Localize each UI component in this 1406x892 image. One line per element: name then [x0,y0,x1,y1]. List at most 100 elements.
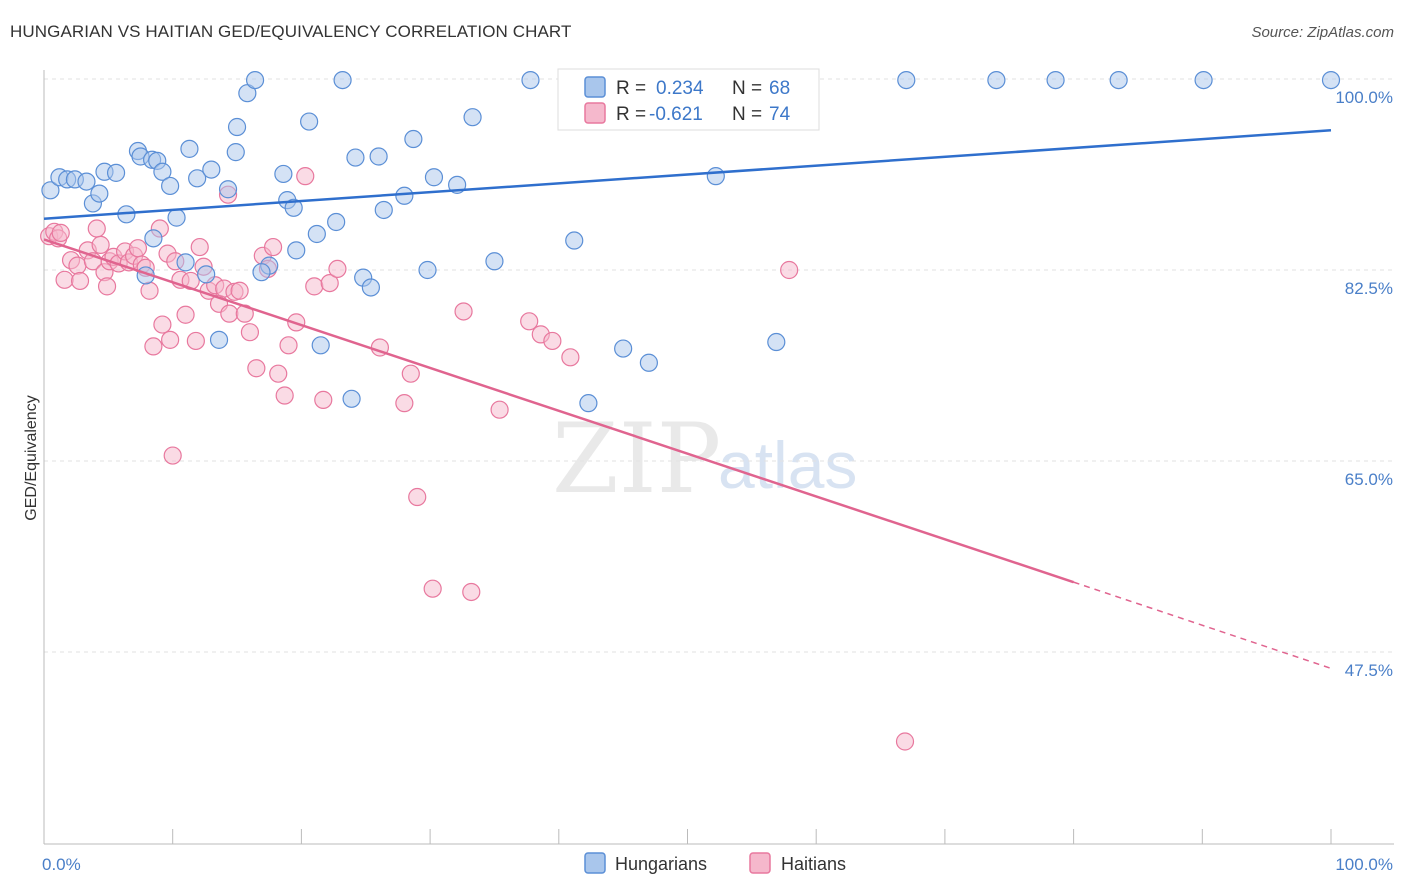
y-tick-label: 100.0% [1335,88,1393,107]
haitians-point [520,312,539,331]
legend-n-label-hungarians: N = [732,78,762,99]
haitians-point [401,364,420,383]
hungarians-point [188,169,207,188]
hungarians-point [395,186,414,205]
x-axis-ticks [43,829,1332,844]
hungarians-point [153,162,172,181]
hungarians-point [180,139,199,158]
hungarians-point [245,70,265,90]
hungarians-point [106,163,126,182]
haitians-point [490,400,509,419]
hungarians-point [1194,70,1213,90]
hungarians-point [252,263,271,282]
haitians-point [220,304,239,323]
haitians-point [161,330,180,349]
hungarians-point [144,229,163,248]
legend-n-label-haitians: N = [732,104,762,125]
hungarians-point [342,389,361,408]
hungarians-point [226,143,245,162]
haitians-point [144,337,163,356]
haitians-point [163,446,182,465]
legend-r-value-haitians: -0.621 [649,104,703,125]
source-credit: Source: ZipAtlas.com [1251,24,1394,41]
y-tick-label: 82.5% [1345,279,1393,298]
legend-r-label-haitians: R = [616,104,646,125]
bottom-legend-hungarians: Hungarians [615,854,707,874]
legend-swatch-hungarians [584,76,606,98]
y-axis-label: GED/Equivalency [23,395,40,520]
legend-n-value-haitians: 74 [769,104,791,125]
hungarians-point [167,208,186,227]
haitians-points [40,167,915,751]
haitians-point [269,364,288,383]
haitians-point [328,259,347,279]
hungarians-point [639,353,658,372]
haitians-point [176,305,195,324]
haitians-trend-line [43,238,1074,584]
haitians-point [186,331,205,351]
hungarians-point [361,278,380,297]
y-tick-label: 65.0% [1345,470,1393,489]
haitians-point [561,348,580,367]
haitians-point [190,237,209,257]
hungarians-point [897,70,916,90]
haitians-point [140,281,159,300]
axes [43,70,1394,845]
haitians-point [128,239,148,258]
hungarians-point [987,70,1006,90]
legend-r-label-hungarians: R = [616,78,646,99]
hungarians-point [1109,70,1128,90]
haitians-point [68,256,87,275]
trend-lines [43,129,1332,670]
hungarians-point [41,181,60,200]
haitians-point [395,394,414,413]
haitians-point [279,336,298,355]
x-tick-label: 100.0% [1335,855,1393,874]
y-tick-label: 47.5% [1345,661,1393,680]
haitians-point [895,732,915,751]
haitians-point [423,579,442,598]
hungarians-point [197,265,216,284]
hungarians-point [311,336,330,355]
hungarians-point [161,176,180,196]
hungarians-point [227,117,247,137]
hungarians-point [209,330,229,349]
watermark-atlas: atlas [718,428,857,502]
chart-title: HUNGARIAN VS HAITIAN GED/EQUIVALENCY COR… [10,22,572,41]
haitians-point [462,582,481,602]
gridlines [44,78,1394,653]
haitians-point [70,271,90,291]
y-axis-tick-labels: 100.0% 82.5% 65.0% 47.5% [1335,88,1393,680]
hungarians-point [579,394,598,413]
series-legend: Hungarians Haitians [584,852,846,874]
haitians-point [780,260,799,280]
hungarians-point [1046,70,1065,90]
haitians-point [230,281,249,300]
haitians-point [275,386,294,405]
hungarians-point [176,253,195,272]
hungarians-point [521,70,540,90]
watermark-zip: ZIP [552,403,721,515]
hungarians-point [300,112,319,131]
hungarians-point [346,148,365,167]
haitians-point [263,237,283,257]
hungarians-point [424,168,444,187]
x-axis-tick-labels: 0.0% 100.0% [42,855,1393,874]
haitians-point [91,235,110,254]
hungarians-point [284,198,303,217]
hungarians-point [463,108,482,127]
hungarians-points [41,70,1341,413]
hungarians-point [565,231,584,250]
haitians-point [51,223,70,242]
bottom-legend-swatch-haitians [749,852,771,874]
hungarians-point [369,147,388,166]
hungarians-point [333,70,352,90]
haitians-point [87,219,106,238]
hungarians-point [218,180,238,199]
hungarians-point [614,339,633,358]
haitians-trend-extension [1073,581,1332,670]
hungarians-point [77,172,96,191]
legend-r-value-hungarians: 0.234 [656,78,704,99]
legend-swatch-haitians [584,102,606,124]
